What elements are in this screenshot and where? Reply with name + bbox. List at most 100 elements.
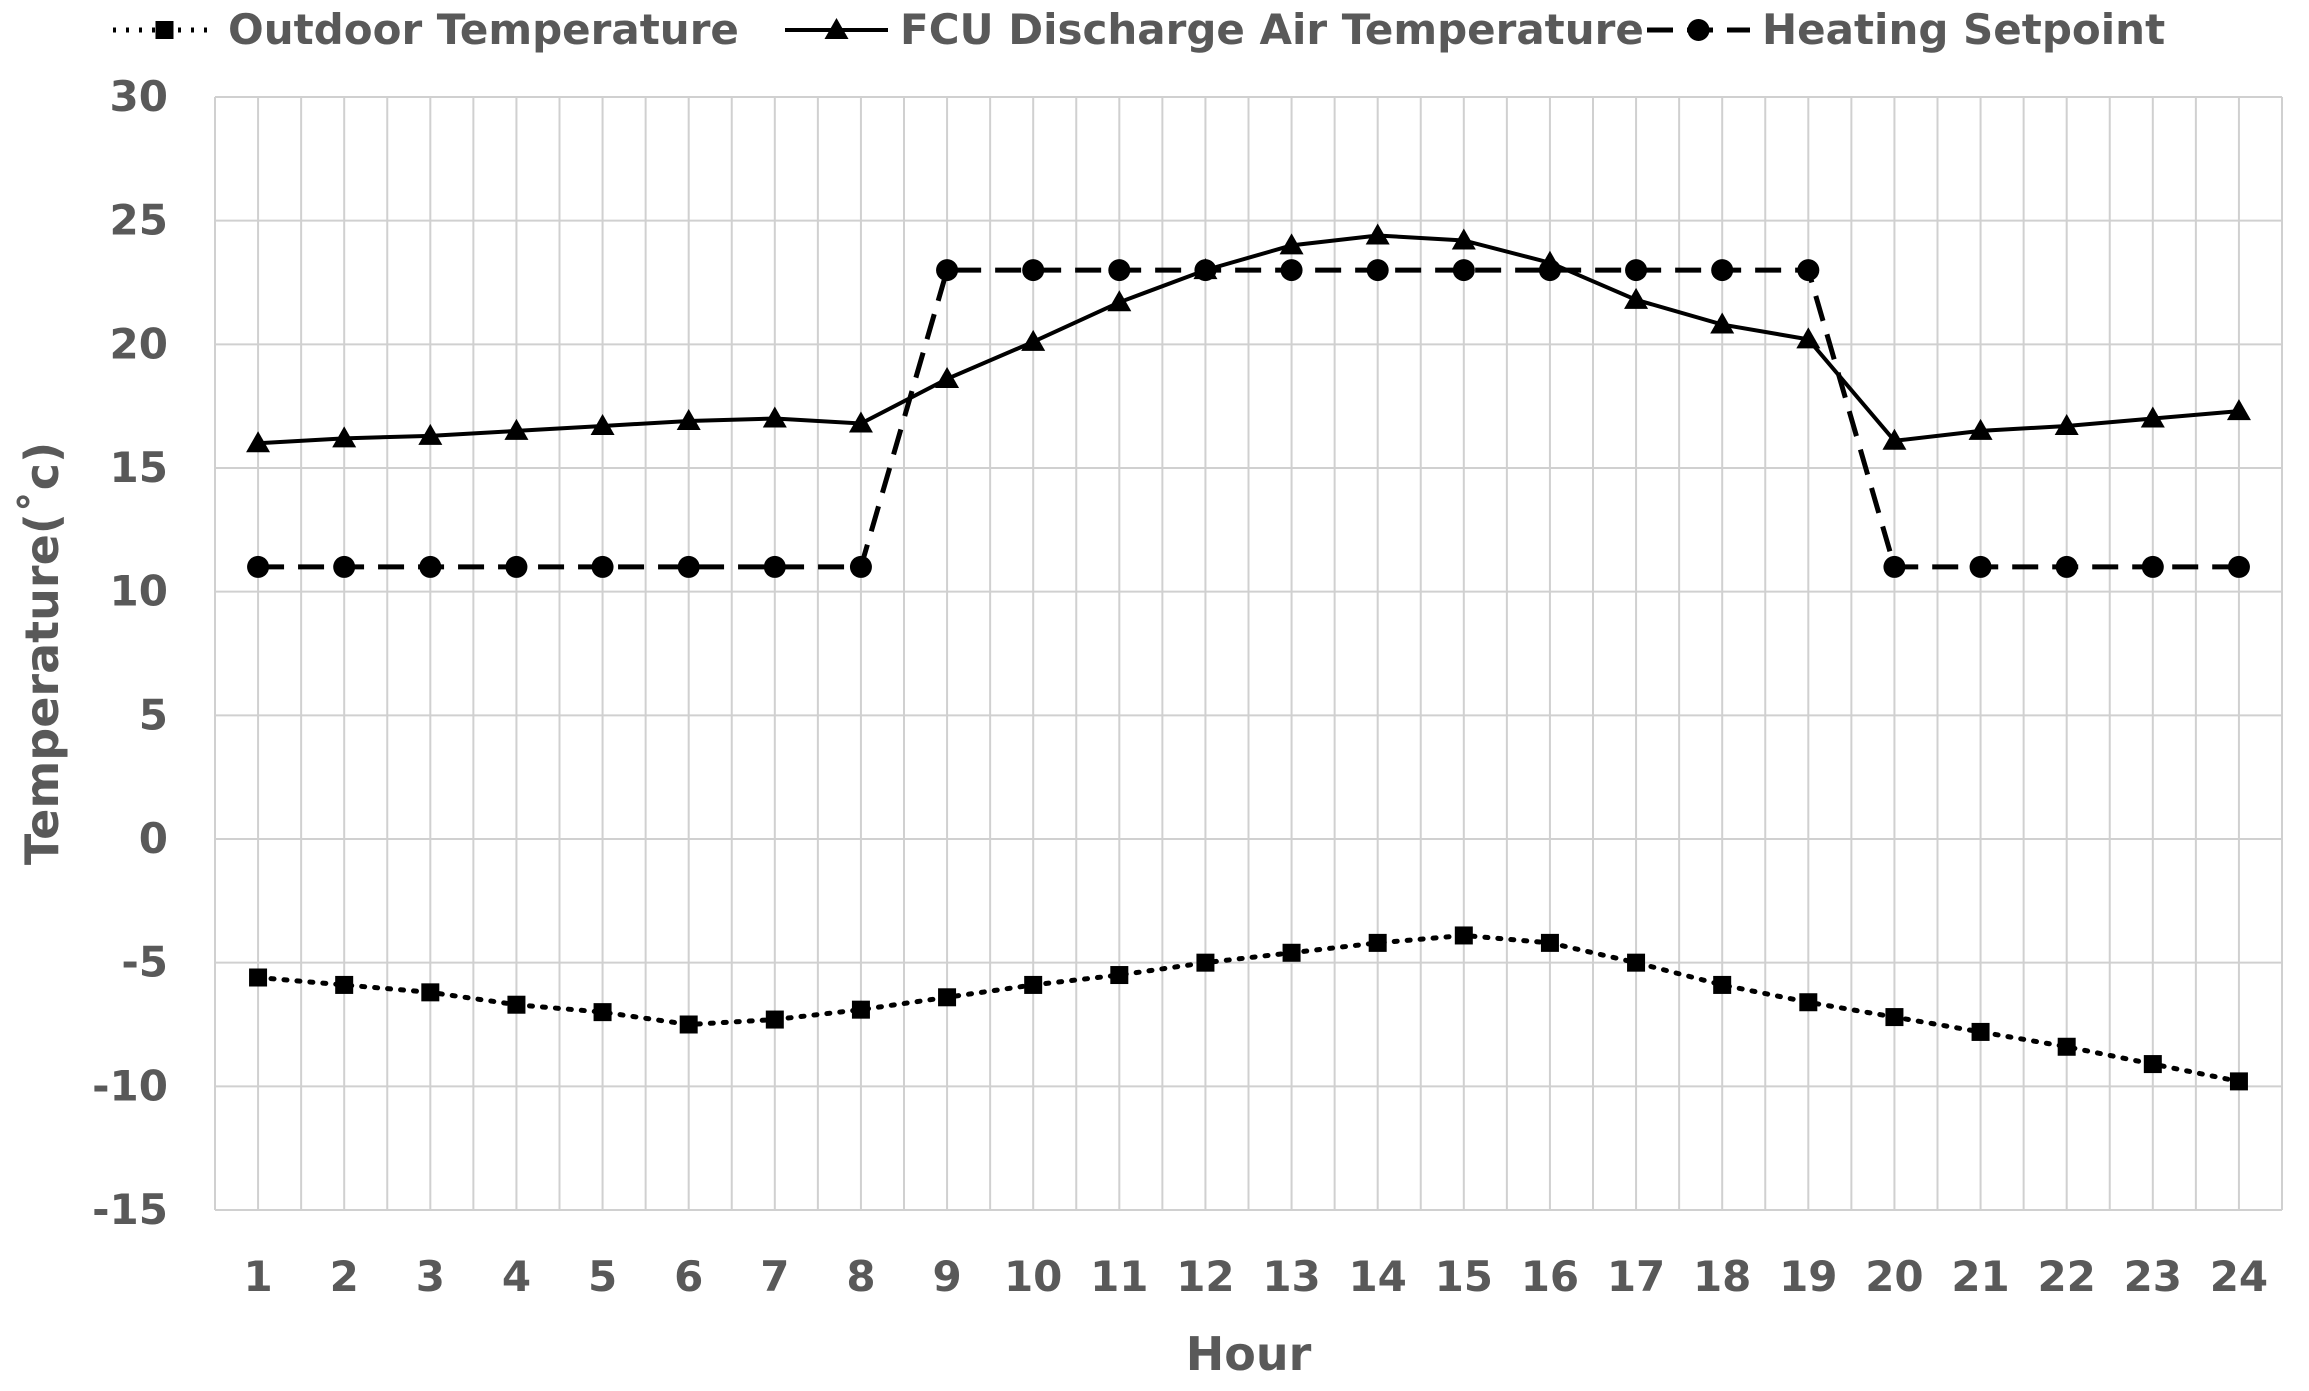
data-point <box>1022 259 1045 282</box>
data-point <box>1196 953 1215 972</box>
data-point <box>247 555 270 578</box>
legend: Outdoor Temperature FCU Discharge Air Tem… <box>113 5 2165 54</box>
data-point <box>1366 259 1389 282</box>
x-tick-label: 10 <box>1004 1252 1062 1301</box>
data-point <box>1194 259 1217 282</box>
y-tick-label: -15 <box>92 1185 168 1234</box>
data-point <box>421 983 440 1002</box>
data-point <box>2143 1055 2162 1074</box>
data-point <box>1365 223 1390 245</box>
data-point <box>765 1010 784 1029</box>
data-point <box>1799 993 1818 1012</box>
data-point <box>1796 327 1821 349</box>
x-tick-label: 17 <box>1607 1252 1665 1301</box>
data-point <box>676 409 701 431</box>
x-tick-label: 24 <box>2210 1252 2268 1301</box>
x-tick-label: 19 <box>1779 1252 1837 1301</box>
x-tick-label: 3 <box>416 1252 445 1301</box>
y-tick-label: 30 <box>110 72 168 121</box>
y-axis-title: Temperature(˚c) <box>15 442 69 865</box>
data-point <box>1713 975 1732 994</box>
data-point <box>1710 312 1735 334</box>
data-point <box>849 555 872 578</box>
data-point <box>1627 953 1646 972</box>
data-point <box>851 1000 870 1019</box>
y-tick-label: 15 <box>110 443 168 492</box>
data-point <box>763 555 786 578</box>
data-point <box>1968 418 1993 440</box>
data-point <box>1368 933 1387 952</box>
data-point <box>249 968 268 987</box>
data-point <box>2054 413 2079 435</box>
data-point <box>1625 259 1648 282</box>
legend-label-1: FCU Discharge Air Temperature <box>900 5 1644 54</box>
data-point <box>419 555 442 578</box>
y-tick-label: 0 <box>139 814 168 863</box>
x-tick-label: 22 <box>2037 1252 2095 1301</box>
series-1 <box>246 223 2251 453</box>
x-tick-label: 1 <box>243 1252 272 1301</box>
data-point <box>1451 228 1476 250</box>
data-point <box>762 406 787 428</box>
y-tick-label: 10 <box>110 567 168 616</box>
x-tick-label: 9 <box>932 1252 961 1301</box>
plot-area <box>246 223 2251 1091</box>
y-tick-label: 5 <box>139 690 168 739</box>
x-tick-label: 23 <box>2124 1252 2182 1301</box>
data-point <box>246 431 271 453</box>
data-point <box>1882 428 1907 450</box>
data-point <box>1538 259 1561 282</box>
x-tick-label: 8 <box>846 1252 875 1301</box>
x-tick-label: 21 <box>1951 1252 2009 1301</box>
x-tick-label: 7 <box>760 1252 789 1301</box>
x-tick-label: 15 <box>1435 1252 1493 1301</box>
data-point <box>1282 943 1301 962</box>
x-tick-label: 20 <box>1865 1252 1923 1301</box>
data-point <box>1110 966 1129 985</box>
x-tick-label: 2 <box>330 1252 359 1301</box>
data-point <box>504 418 529 440</box>
series-line-1 <box>257 233 2240 446</box>
x-tick-label: 11 <box>1090 1252 1148 1301</box>
data-point <box>332 426 357 448</box>
x-tick-label: 18 <box>1693 1252 1751 1301</box>
x-tick-label: 14 <box>1348 1252 1406 1301</box>
data-point <box>1969 555 1992 578</box>
data-point <box>2229 1072 2248 1091</box>
data-point <box>507 995 526 1014</box>
data-point <box>1107 290 1132 312</box>
legend-marker-1 <box>824 18 849 39</box>
data-point <box>1454 926 1473 945</box>
legend-label-2: Heating Setpoint <box>1762 5 2165 54</box>
data-point <box>2227 555 2250 578</box>
data-point <box>1885 1008 1904 1027</box>
y-tick-label: 25 <box>110 196 168 245</box>
data-point <box>1279 233 1304 255</box>
axes: Hour Temperature(˚c) -15-10-505101520253… <box>15 72 2268 1381</box>
legend-label-0: Outdoor Temperature <box>228 5 739 54</box>
y-tick-label: -10 <box>92 1061 168 1110</box>
x-tick-label: 4 <box>502 1252 531 1301</box>
data-point <box>938 988 957 1007</box>
data-point <box>1624 287 1649 309</box>
x-tick-label: 13 <box>1262 1252 1320 1301</box>
data-point <box>2057 1037 2076 1056</box>
data-point <box>1108 259 1131 282</box>
data-point <box>1711 259 1734 282</box>
data-point <box>2141 555 2164 578</box>
data-point <box>936 259 959 282</box>
x-axis-title: Hour <box>1186 1327 1312 1381</box>
x-tick-label: 6 <box>674 1252 703 1301</box>
data-point <box>1883 555 1906 578</box>
data-point <box>1971 1022 1990 1041</box>
data-point <box>2055 555 2078 578</box>
data-point <box>1797 259 1820 282</box>
data-point <box>1021 329 1046 351</box>
data-point <box>333 555 356 578</box>
data-point <box>335 975 354 994</box>
series-0 <box>249 926 2248 1091</box>
data-point <box>677 555 700 578</box>
data-point <box>593 1003 612 1022</box>
